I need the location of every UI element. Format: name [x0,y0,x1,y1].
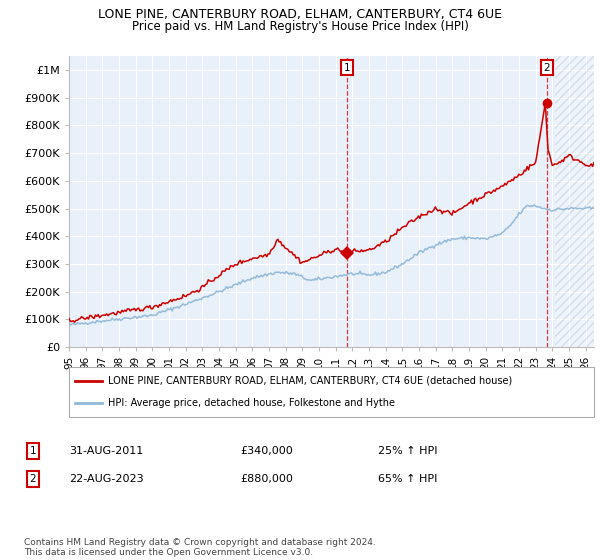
Text: 2: 2 [544,63,550,73]
Text: 65% ↑ HPI: 65% ↑ HPI [378,474,437,484]
Text: LONE PINE, CANTERBURY ROAD, ELHAM, CANTERBURY, CT4 6UE: LONE PINE, CANTERBURY ROAD, ELHAM, CANTE… [98,8,502,21]
Text: HPI: Average price, detached house, Folkestone and Hythe: HPI: Average price, detached house, Folk… [108,398,395,408]
Text: £880,000: £880,000 [240,474,293,484]
Text: 25% ↑ HPI: 25% ↑ HPI [378,446,437,456]
Text: 31-AUG-2011: 31-AUG-2011 [69,446,143,456]
Text: £340,000: £340,000 [240,446,293,456]
Text: Price paid vs. HM Land Registry's House Price Index (HPI): Price paid vs. HM Land Registry's House … [131,20,469,32]
Text: 2: 2 [29,474,37,484]
Bar [555,56,594,347]
Text: 1: 1 [343,63,350,73]
Text: LONE PINE, CANTERBURY ROAD, ELHAM, CANTERBURY, CT4 6UE (detached house): LONE PINE, CANTERBURY ROAD, ELHAM, CANTE… [108,376,512,386]
Text: 22-AUG-2023: 22-AUG-2023 [69,474,143,484]
Text: 1: 1 [29,446,37,456]
Text: Contains HM Land Registry data © Crown copyright and database right 2024.
This d: Contains HM Land Registry data © Crown c… [24,538,376,557]
